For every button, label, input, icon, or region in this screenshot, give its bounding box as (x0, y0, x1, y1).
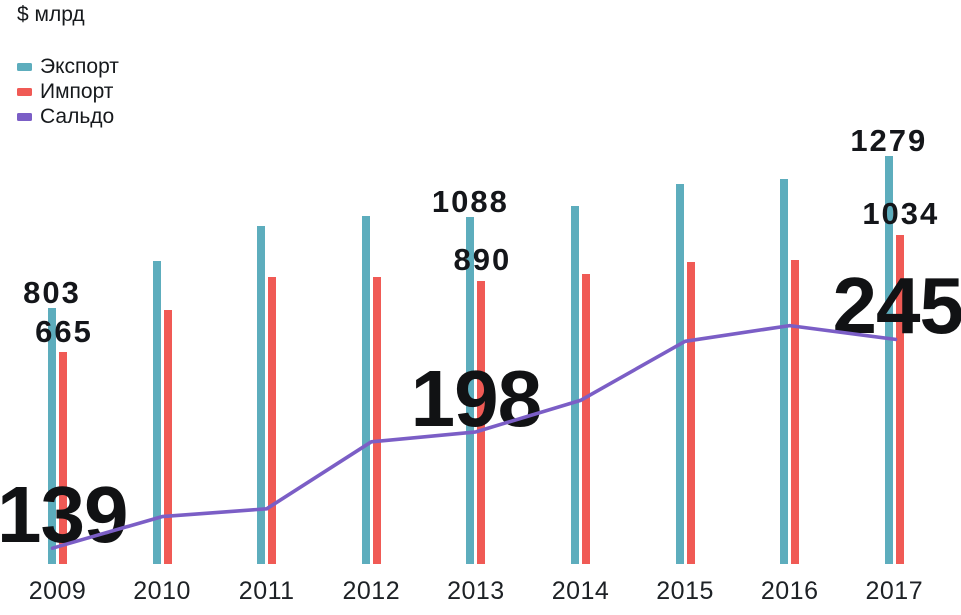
legend: Экспорт Импорт Сальдо (17, 54, 119, 129)
legend-item-export: Экспорт (17, 54, 119, 79)
x-axis-year-label: 2017 (865, 577, 924, 605)
saldo-value-label: 245 (832, 261, 961, 351)
export-bar (257, 226, 266, 565)
x-axis-year-label: 2012 (342, 577, 401, 605)
import-value-label: 890 (453, 242, 512, 278)
legend-label-export: Экспорт (40, 54, 119, 78)
legend-label-import: Импорт (40, 79, 114, 103)
x-axis-year-label: 2013 (447, 577, 505, 605)
import-bar (582, 274, 590, 565)
saldo-value-label: 198 (410, 353, 542, 443)
y-axis-unit-label: $ млрд (17, 3, 85, 26)
export-color-swatch (17, 62, 32, 71)
legend-item-import: Импорт (17, 79, 119, 104)
legend-item-saldo: Сальдо (17, 104, 119, 129)
import-value-label: 665 (35, 313, 93, 349)
x-axis-year-label: 2009 (28, 577, 87, 605)
import-bar (268, 276, 277, 565)
import-color-swatch (17, 87, 32, 96)
saldo-color-swatch (17, 112, 32, 121)
export-value-label: 803 (23, 274, 81, 310)
import-value-label: 1034 (862, 196, 940, 232)
x-axis-year-label: 2010 (133, 577, 191, 605)
export-bar (361, 215, 370, 565)
export-bar (675, 183, 684, 565)
import-bar (163, 310, 172, 565)
x-axis-year-label: 2011 (238, 577, 295, 605)
export-bar (571, 205, 579, 565)
legend-label-saldo: Сальдо (40, 104, 115, 128)
export-bar (152, 260, 161, 565)
import-bar (372, 277, 381, 565)
x-axis-year-label: 2015 (656, 577, 714, 605)
export-value-label: 1279 (850, 122, 928, 158)
saldo-value-label: 139 (0, 470, 128, 560)
import-bar (686, 261, 695, 565)
export-bar (780, 179, 789, 565)
import-bar (895, 234, 904, 565)
x-axis-year-label: 2014 (551, 577, 610, 605)
export-value-label: 1088 (431, 183, 509, 219)
import-bar (791, 259, 800, 565)
x-axis-year-label: 2016 (760, 577, 819, 605)
